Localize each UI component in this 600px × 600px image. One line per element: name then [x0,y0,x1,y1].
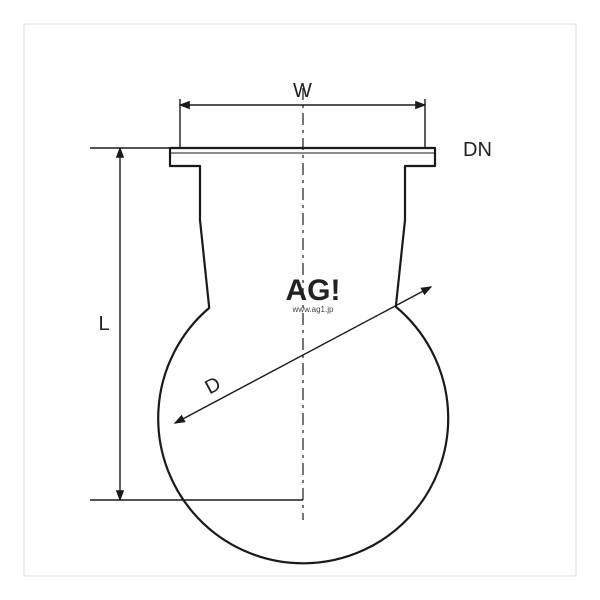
l-label: L [98,313,109,335]
logo-subtext: www.ag1.jp [292,305,334,314]
logo-text: AG! [286,274,341,307]
d-label: D [202,373,225,399]
w-label: W [293,80,312,102]
dn-label: DN [463,139,492,161]
flask-diagram: W L DN D AG!www.ag1.jp [0,0,600,600]
